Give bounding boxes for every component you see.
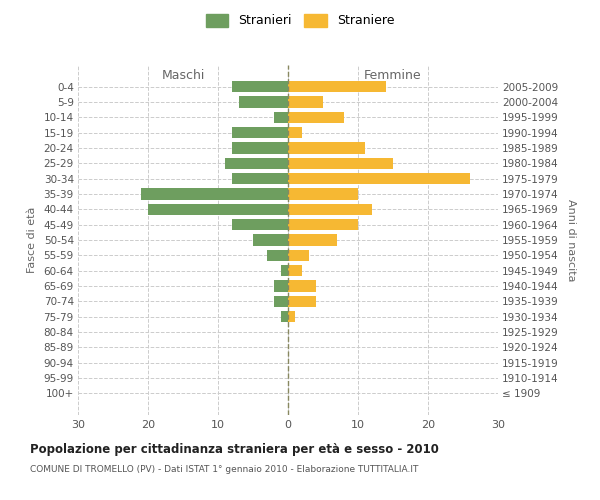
Bar [141, 188, 288, 200]
Bar [232, 142, 288, 154]
Bar [274, 280, 288, 292]
Text: Femmine: Femmine [364, 70, 422, 82]
Bar [288, 311, 295, 322]
Bar [288, 219, 358, 230]
Bar [288, 112, 344, 123]
Bar [288, 173, 470, 184]
Bar [288, 250, 309, 261]
Text: COMUNE DI TROMELLO (PV) - Dati ISTAT 1° gennaio 2010 - Elaborazione TUTTITALIA.I: COMUNE DI TROMELLO (PV) - Dati ISTAT 1° … [30, 465, 418, 474]
Bar [288, 204, 372, 215]
Bar [288, 188, 358, 200]
Bar [232, 219, 288, 230]
Bar [274, 296, 288, 307]
Bar [288, 96, 323, 108]
Text: Popolazione per cittadinanza straniera per età e sesso - 2010: Popolazione per cittadinanza straniera p… [30, 442, 439, 456]
Bar [281, 311, 288, 322]
Bar [267, 250, 288, 261]
Bar [281, 265, 288, 276]
Bar [288, 158, 393, 169]
Bar [288, 280, 316, 292]
Bar [288, 127, 302, 138]
Bar [274, 112, 288, 123]
Bar [288, 142, 365, 154]
Y-axis label: Anni di nascita: Anni di nascita [566, 198, 575, 281]
Bar [288, 265, 302, 276]
Bar [232, 81, 288, 92]
Bar [288, 81, 386, 92]
Bar [239, 96, 288, 108]
Y-axis label: Fasce di età: Fasce di età [26, 207, 37, 273]
Bar [288, 296, 316, 307]
Bar [232, 173, 288, 184]
Bar [288, 234, 337, 246]
Bar [232, 127, 288, 138]
Text: Maschi: Maschi [161, 70, 205, 82]
Bar [253, 234, 288, 246]
Bar [225, 158, 288, 169]
Bar [148, 204, 288, 215]
Legend: Stranieri, Straniere: Stranieri, Straniere [201, 8, 399, 32]
